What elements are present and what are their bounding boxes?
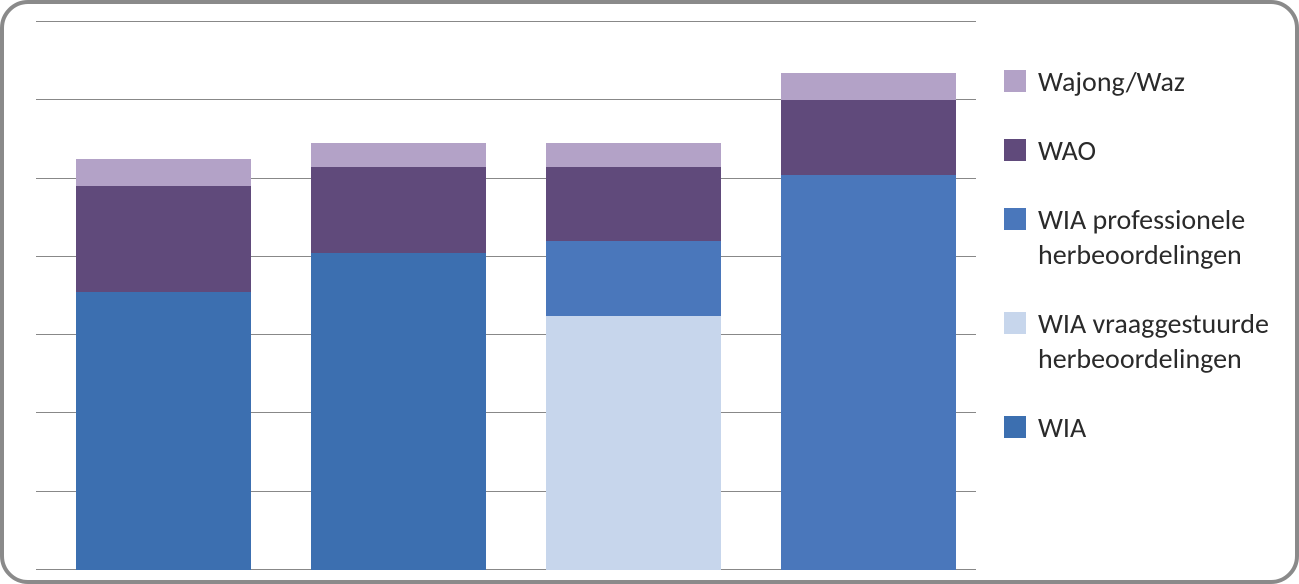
- bar-segment-wao: [546, 167, 721, 241]
- bar-segment-wia_prof: [546, 241, 721, 315]
- bar-segment-wajong_waz: [781, 73, 956, 100]
- bar-segment-wao: [781, 100, 956, 174]
- bar-segment-wia: [76, 292, 251, 570]
- legend-swatch: [1004, 208, 1026, 230]
- legend-item-wia_vraag: WIA vraaggestuurde herbeoordelingen: [1004, 306, 1284, 376]
- legend-label: WAO: [1038, 133, 1096, 168]
- legend-label: WIA: [1038, 410, 1086, 445]
- legend: Wajong/Waz WAO WIA professionele herbeoor…: [1004, 64, 1284, 479]
- legend-swatch: [1004, 416, 1026, 438]
- plot-area: [36, 22, 976, 570]
- legend-label: WIA vraaggestuurde herbeoordelingen: [1038, 306, 1284, 376]
- bar-segment-wia: [311, 253, 486, 570]
- bar-segment-wajong_waz: [76, 159, 251, 186]
- bar-segment-wia_prof: [781, 175, 956, 570]
- bar-container: [36, 22, 976, 570]
- bar-segment-wajong_waz: [546, 143, 721, 166]
- legend-item-wia_prof: WIA professionele herbeoordelingen: [1004, 202, 1284, 272]
- legend-swatch: [1004, 70, 1026, 92]
- legend-item-wia: WIA: [1004, 410, 1284, 445]
- bar-segment-wao: [311, 167, 486, 253]
- bar-segment-wia_vraag: [546, 316, 721, 570]
- bar-segment-wao: [76, 186, 251, 292]
- legend-item-wajong_waz: Wajong/Waz: [1004, 64, 1284, 99]
- legend-label: WIA professionele herbeoordelingen: [1038, 202, 1284, 272]
- legend-label: Wajong/Waz: [1038, 64, 1185, 99]
- legend-item-wao: WAO: [1004, 133, 1284, 168]
- legend-swatch: [1004, 312, 1026, 334]
- chart-frame: Wajong/Waz WAO WIA professionele herbeoor…: [0, 0, 1299, 584]
- bar-segment-wajong_waz: [311, 143, 486, 166]
- legend-swatch: [1004, 139, 1026, 161]
